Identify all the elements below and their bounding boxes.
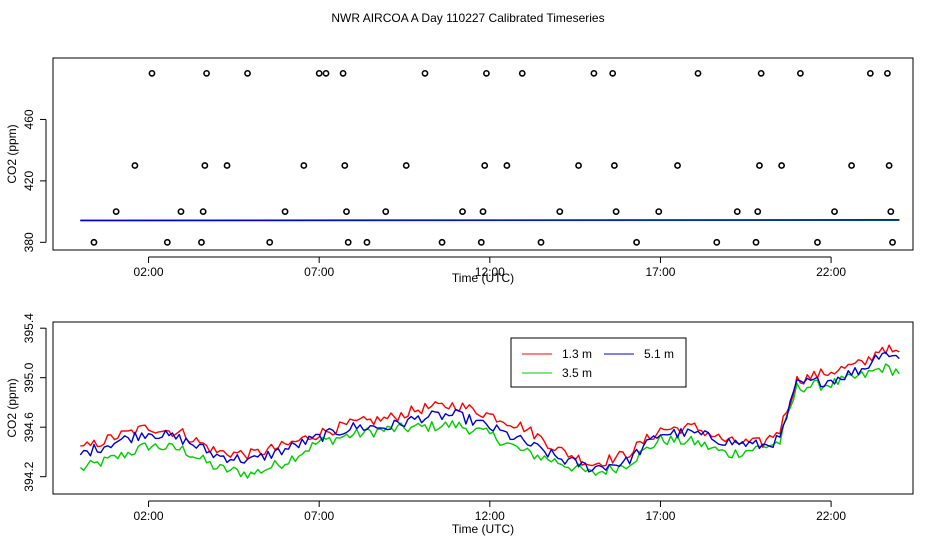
bottom-panel-ylabel: CO2 (ppm) [5, 378, 19, 437]
top-panel-data-point [757, 163, 762, 168]
top-panel-data-point [735, 209, 740, 214]
bottom-series-3-5-m-line [80, 364, 899, 478]
top-panel-data-point [383, 209, 388, 214]
top-panel-data-point [201, 209, 206, 214]
top-panel-data-point [798, 71, 803, 76]
top-panel-data-point [245, 71, 250, 76]
top-panel-x-tick-label: 17:00 [645, 265, 675, 279]
top-panel-data-point [404, 163, 409, 168]
top-panel-data-point [460, 209, 465, 214]
top-panel-data-point [224, 163, 229, 168]
top-panel-data-point [755, 209, 760, 214]
top-panel-data-point [759, 71, 764, 76]
top-panel-data-point [890, 240, 895, 245]
top-panel-data-point [282, 209, 287, 214]
top-panel-data-point [832, 209, 837, 214]
bottom-panel-series-lines [80, 345, 899, 478]
top-panel-data-point [267, 240, 272, 245]
bottom-panel-y-tick-label: 395.4 [22, 313, 36, 343]
top-panel-data-point [301, 163, 306, 168]
top-panel-data-point [323, 71, 328, 76]
bottom-panel-x-tick-label: 07:00 [304, 509, 334, 523]
bottom-series-1-3-m-line [80, 345, 899, 466]
bottom-panel-x-axis: 02:00 07:00 12:00 17:00 22:00 [134, 501, 847, 523]
top-panel-y-tick-label: 380 [22, 232, 36, 252]
bottom-panel-x-tick-label: 12:00 [475, 509, 505, 523]
top-panel-data-point [479, 240, 484, 245]
top-panel-data-point [815, 240, 820, 245]
top-panel-data-point [849, 163, 854, 168]
bottom-panel-xlabel: Time (UTC) [452, 522, 514, 536]
top-panel-x-tick-label: 02:00 [134, 265, 164, 279]
top-panel-data-point [178, 209, 183, 214]
top-panel-data-point [199, 240, 204, 245]
top-panel-data-point [656, 209, 661, 214]
top-panel-data-point [482, 163, 487, 168]
top-panel-y-tick-label: 420 [22, 171, 36, 191]
top-panel-data-point [714, 240, 719, 245]
bottom-panel-y-tick-label: 394.2 [22, 461, 36, 491]
top-panel-data-point [538, 240, 543, 245]
top-panel-data-point [340, 71, 345, 76]
bottom-series-5-1-m-line [80, 352, 899, 472]
top-panel-data-point [520, 71, 525, 76]
legend: 1.3 m 5.1 m 3.5 m [511, 338, 686, 387]
top-panel-data-point [868, 71, 873, 76]
top-panel-data-point [613, 209, 618, 214]
top-panel-data-point [888, 209, 893, 214]
top-panel-data-point [576, 163, 581, 168]
top-panel-data-point [422, 71, 427, 76]
top-panel-y-axis: 380 420 460 [22, 109, 46, 252]
top-panel-data-point [132, 163, 137, 168]
top-panel-data-point [612, 163, 617, 168]
top-panel-data-point [887, 163, 892, 168]
bottom-panel-y-axis: 394.2 394.6 395.0 395.4 [22, 313, 46, 492]
bottom-panel-x-tick-label: 22:00 [816, 509, 846, 523]
top-panel-data-point [317, 71, 322, 76]
top-panel-data-point [364, 240, 369, 245]
top-panel-data-point [480, 209, 485, 214]
top-panel-data-point [91, 240, 96, 245]
top-panel-x-tick-label: 07:00 [304, 265, 334, 279]
figure-title: NWR AIRCOA A Day 110227 Calibrated Times… [331, 11, 604, 25]
legend-box [511, 338, 686, 387]
bottom-panel-y-tick-label: 394.6 [22, 412, 36, 442]
bottom-panel-x-tick-label: 02:00 [134, 509, 164, 523]
legend-label-5-1m: 5.1 m [644, 347, 674, 361]
top-panel-data-point [753, 240, 758, 245]
top-panel-y-tick-label: 460 [22, 109, 36, 129]
bottom-panel-y-tick-label: 395.0 [22, 362, 36, 392]
top-panel-data-point [675, 163, 680, 168]
top-panel-x-tick-label: 22:00 [816, 265, 846, 279]
top-panel-data-point [149, 71, 154, 76]
top-panel-data-point [165, 240, 170, 245]
top-panel-ylabel: CO2 (ppm) [5, 124, 19, 183]
top-panel-data-point [591, 71, 596, 76]
top-panel-data-point [695, 71, 700, 76]
bottom-panel-frame [53, 322, 913, 494]
top-panel-data-point [346, 240, 351, 245]
top-panel-data-point [504, 163, 509, 168]
legend-label-3-5m: 3.5 m [562, 366, 592, 380]
top-panel-data-point [557, 209, 562, 214]
top-panel-series-lines [80, 220, 899, 221]
top-panel-xlabel: Time (UTC) [452, 271, 514, 285]
top-panel-data-point [114, 209, 119, 214]
top-panel-data-point [634, 240, 639, 245]
top-panel-data-point [439, 240, 444, 245]
top-panel-data-point [204, 71, 209, 76]
top-panel-data-point [610, 71, 615, 76]
bottom-panel-x-tick-label: 17:00 [645, 509, 675, 523]
top-panel-data-point [202, 163, 207, 168]
top-panel-data-point [344, 209, 349, 214]
top-panel-points [91, 71, 895, 245]
top-panel-data-point [342, 163, 347, 168]
top-panel-data-point [779, 163, 784, 168]
top-panel-data-point [484, 71, 489, 76]
legend-label-1-3m: 1.3 m [562, 347, 592, 361]
top-panel-data-point [885, 71, 890, 76]
